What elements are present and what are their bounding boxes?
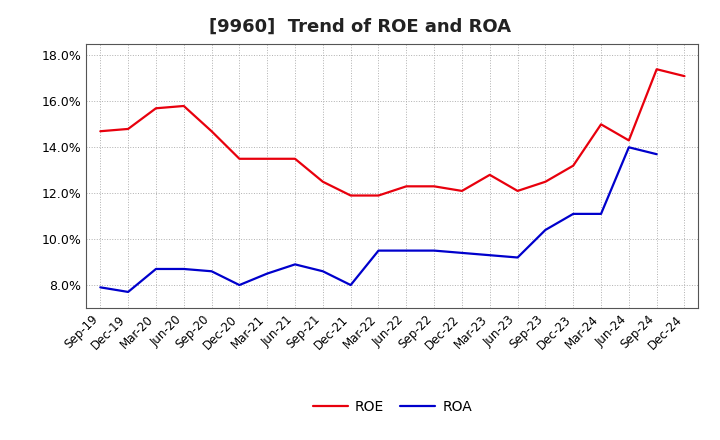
ROE [680,73,689,79]
ROE [430,183,438,189]
ROE [235,156,243,161]
ROA [652,151,661,157]
ROE [179,103,188,109]
ROA [513,255,522,260]
ROA [569,211,577,216]
ROA [430,248,438,253]
ROA [485,253,494,258]
ROA [541,227,550,233]
ROE [597,122,606,127]
ROA [152,266,161,271]
ROA [124,289,132,294]
ROA [458,250,467,256]
ROE [207,128,216,134]
ROA [318,269,327,274]
ROA [597,211,606,216]
ROE [458,188,467,194]
ROE [569,163,577,169]
ROE [96,128,104,134]
ROA [263,271,271,276]
ROE [541,179,550,184]
ROE [152,106,161,111]
Text: [9960]  Trend of ROE and ROA: [9960] Trend of ROE and ROA [209,18,511,36]
ROE [374,193,383,198]
ROA [374,248,383,253]
Legend: ROE, ROA: ROE, ROA [307,394,477,419]
ROE [318,179,327,184]
ROA [291,262,300,267]
ROE [346,193,355,198]
ROE [263,156,271,161]
ROE [485,172,494,177]
ROA [235,282,243,288]
ROA [179,266,188,271]
ROE [291,156,300,161]
ROA [624,145,633,150]
ROA [346,282,355,288]
Line: ROE: ROE [100,69,685,195]
ROE [652,66,661,72]
ROA [402,248,410,253]
ROA [207,269,216,274]
Line: ROA: ROA [100,147,657,292]
ROE [513,188,522,194]
ROE [624,138,633,143]
ROE [124,126,132,132]
ROA [96,285,104,290]
ROE [402,183,410,189]
